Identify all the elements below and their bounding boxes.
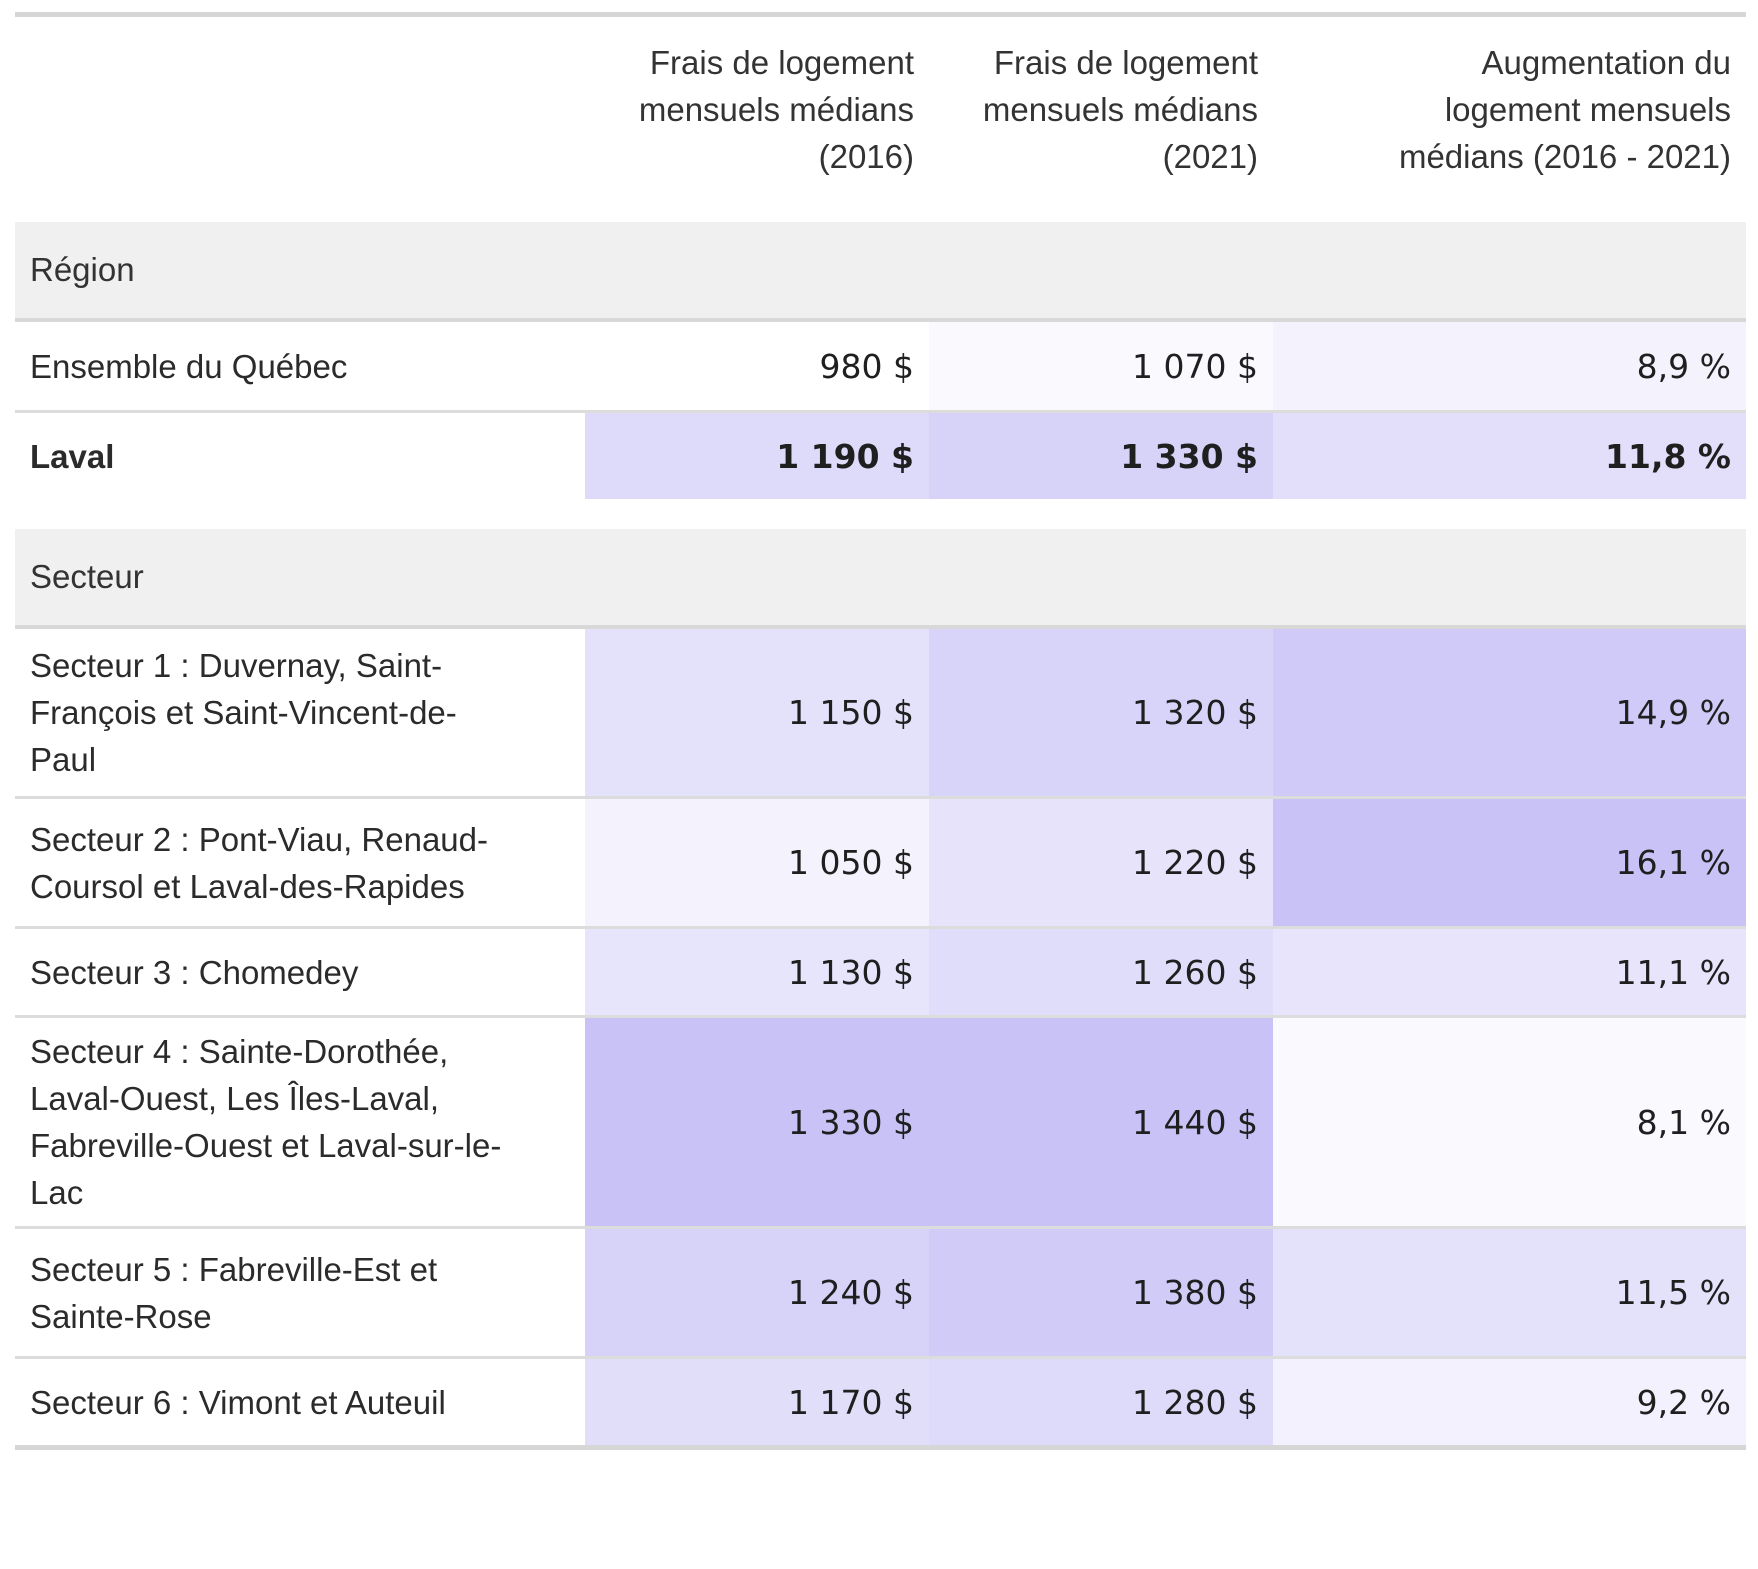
housing-cost-table: Frais de logement mensuels médians (2016) F… — [15, 12, 1746, 1450]
table-header: Frais de logement mensuels médians (2016) F… — [15, 17, 1746, 222]
cell-change: 14,9 % — [1273, 629, 1746, 796]
cell-2021: 1 070 $ — [929, 322, 1273, 410]
cell-2016: 980 $ — [585, 322, 929, 410]
table-row: Secteur 5 : Fabreville-Est et Sainte-Rose… — [15, 1229, 1746, 1359]
column-header-line: (2021) — [1162, 138, 1258, 175]
column-header-line: mensuels médians — [638, 91, 914, 128]
cell-2021: 1 260 $ — [929, 929, 1273, 1015]
row-label-text: Secteur 1 : Duvernay, Saint- François et … — [30, 642, 457, 783]
row-label-line: Laval — [30, 437, 115, 475]
group-header: Secteur — [15, 529, 1746, 629]
cell-2021: 1 330 $ — [929, 413, 1273, 499]
cell-2016: 1 050 $ — [585, 799, 929, 926]
cell-change: 11,8 % — [1273, 413, 1746, 499]
cell-change: 16,1 % — [1273, 799, 1746, 926]
cell-2021: 1 380 $ — [929, 1229, 1273, 1356]
column-header-1: Frais de logement mensuels médians (2016) — [584, 39, 914, 180]
table-row: Laval 1 190 $1 330 $11,8 % — [15, 413, 1746, 499]
row-label-text: Secteur 5 : Fabreville-Est et Sainte-Rose — [30, 1246, 437, 1340]
group-header: Région — [15, 222, 1746, 322]
row-label-text: Ensemble du Québec — [30, 343, 347, 390]
cell-change: 9,2 % — [1273, 1359, 1746, 1445]
row-label-line: François et Saint-Vincent-de- — [30, 694, 457, 731]
cell-2016: 1 190 $ — [585, 413, 929, 499]
cell-2016: 1 170 $ — [585, 1359, 929, 1445]
table-body: Région Ensemble du Québec 980 $1 070 $8,9 … — [15, 222, 1746, 1450]
row-label-line: Fabreville-Ouest et Laval-sur-le- — [30, 1127, 502, 1164]
row-label-line: Lac — [30, 1174, 84, 1211]
cell-2021: 1 440 $ — [929, 1018, 1273, 1226]
group-gap — [15, 499, 1746, 529]
cell-change: 11,1 % — [1273, 929, 1746, 1015]
column-header-line: Frais de logement — [649, 44, 914, 81]
cell-2016: 1 330 $ — [585, 1018, 929, 1226]
row-label-line: Secteur 1 : Duvernay, Saint- — [30, 647, 443, 684]
table-row: Secteur 1 : Duvernay, Saint- François et … — [15, 629, 1746, 799]
row-label: Ensemble du Québec — [15, 322, 585, 410]
cell-change: 8,1 % — [1273, 1018, 1746, 1226]
row-label: Secteur 6 : Vimont et Auteuil — [15, 1359, 585, 1445]
row-label-line: Coursol et Laval-des-Rapides — [30, 867, 465, 905]
column-header-line: logement mensuels — [1444, 91, 1731, 128]
row-label-text: Secteur 2 : Pont-Viau, Renaud- Coursol et… — [30, 816, 488, 910]
row-label-text: Secteur 4 : Sainte-Dorothée, Laval-Ouest,… — [30, 1028, 501, 1216]
table-row: Secteur 2 : Pont-Viau, Renaud- Coursol et… — [15, 799, 1746, 929]
cell-2016: 1 130 $ — [585, 929, 929, 1015]
row-label-line: Secteur 6 : Vimont et Auteuil — [30, 1383, 446, 1421]
row-label: Secteur 4 : Sainte-Dorothée, Laval-Ouest,… — [15, 1018, 585, 1226]
column-header-line: Augmentation du — [1481, 44, 1731, 81]
cell-change: 8,9 % — [1273, 322, 1746, 410]
row-label-text: Secteur 6 : Vimont et Auteuil — [30, 1379, 446, 1426]
row-label: Secteur 1 : Duvernay, Saint- François et … — [15, 629, 585, 796]
row-label-line: Laval-Ouest, Les Îles-Laval, — [30, 1080, 440, 1117]
column-header-2: Frais de logement mensuels médians (2021) — [928, 39, 1258, 180]
column-header-line: médians (2016 - 2021) — [1398, 138, 1731, 175]
row-label-text: Secteur 3 : Chomedey — [30, 949, 358, 996]
row-label: Secteur 2 : Pont-Viau, Renaud- Coursol et… — [15, 799, 585, 926]
row-label-line: Sainte-Rose — [30, 1297, 212, 1335]
column-header-line: mensuels médians — [982, 91, 1258, 128]
table-row: Secteur 3 : Chomedey 1 130 $1 260 $11,1 % — [15, 929, 1746, 1018]
cell-2016: 1 240 $ — [585, 1229, 929, 1356]
cell-2021: 1 280 $ — [929, 1359, 1273, 1445]
table-row: Ensemble du Québec 980 $1 070 $8,9 % — [15, 322, 1746, 413]
table-row: Secteur 4 : Sainte-Dorothée, Laval-Ouest,… — [15, 1018, 1746, 1229]
row-label-line: Secteur 5 : Fabreville-Est et — [30, 1250, 438, 1288]
row-label-line: Secteur 3 : Chomedey — [30, 953, 359, 991]
cell-2021: 1 320 $ — [929, 629, 1273, 796]
cell-2016: 1 150 $ — [585, 629, 929, 796]
column-header-line: (2016) — [818, 138, 914, 175]
row-label: Secteur 3 : Chomedey — [15, 929, 585, 1015]
table-row: Secteur 6 : Vimont et Auteuil 1 170 $1 28… — [15, 1359, 1746, 1450]
cell-2021: 1 220 $ — [929, 799, 1273, 926]
row-label-line: Secteur 2 : Pont-Viau, Renaud- — [30, 820, 489, 858]
row-label-line: Ensemble du Québec — [30, 347, 348, 385]
column-header-line: Frais de logement — [993, 44, 1258, 81]
row-label: Laval — [15, 413, 585, 499]
cell-change: 11,5 % — [1273, 1229, 1746, 1356]
row-label-line: Paul — [30, 741, 97, 778]
table-top-rule — [15, 12, 1746, 17]
row-label-text: Laval — [30, 433, 114, 480]
row-label-line: Secteur 4 : Sainte-Dorothée, — [30, 1033, 449, 1070]
column-header-3: Augmentation du logement mensuels médians … — [1311, 39, 1731, 180]
row-label: Secteur 5 : Fabreville-Est et Sainte-Rose — [15, 1229, 585, 1356]
